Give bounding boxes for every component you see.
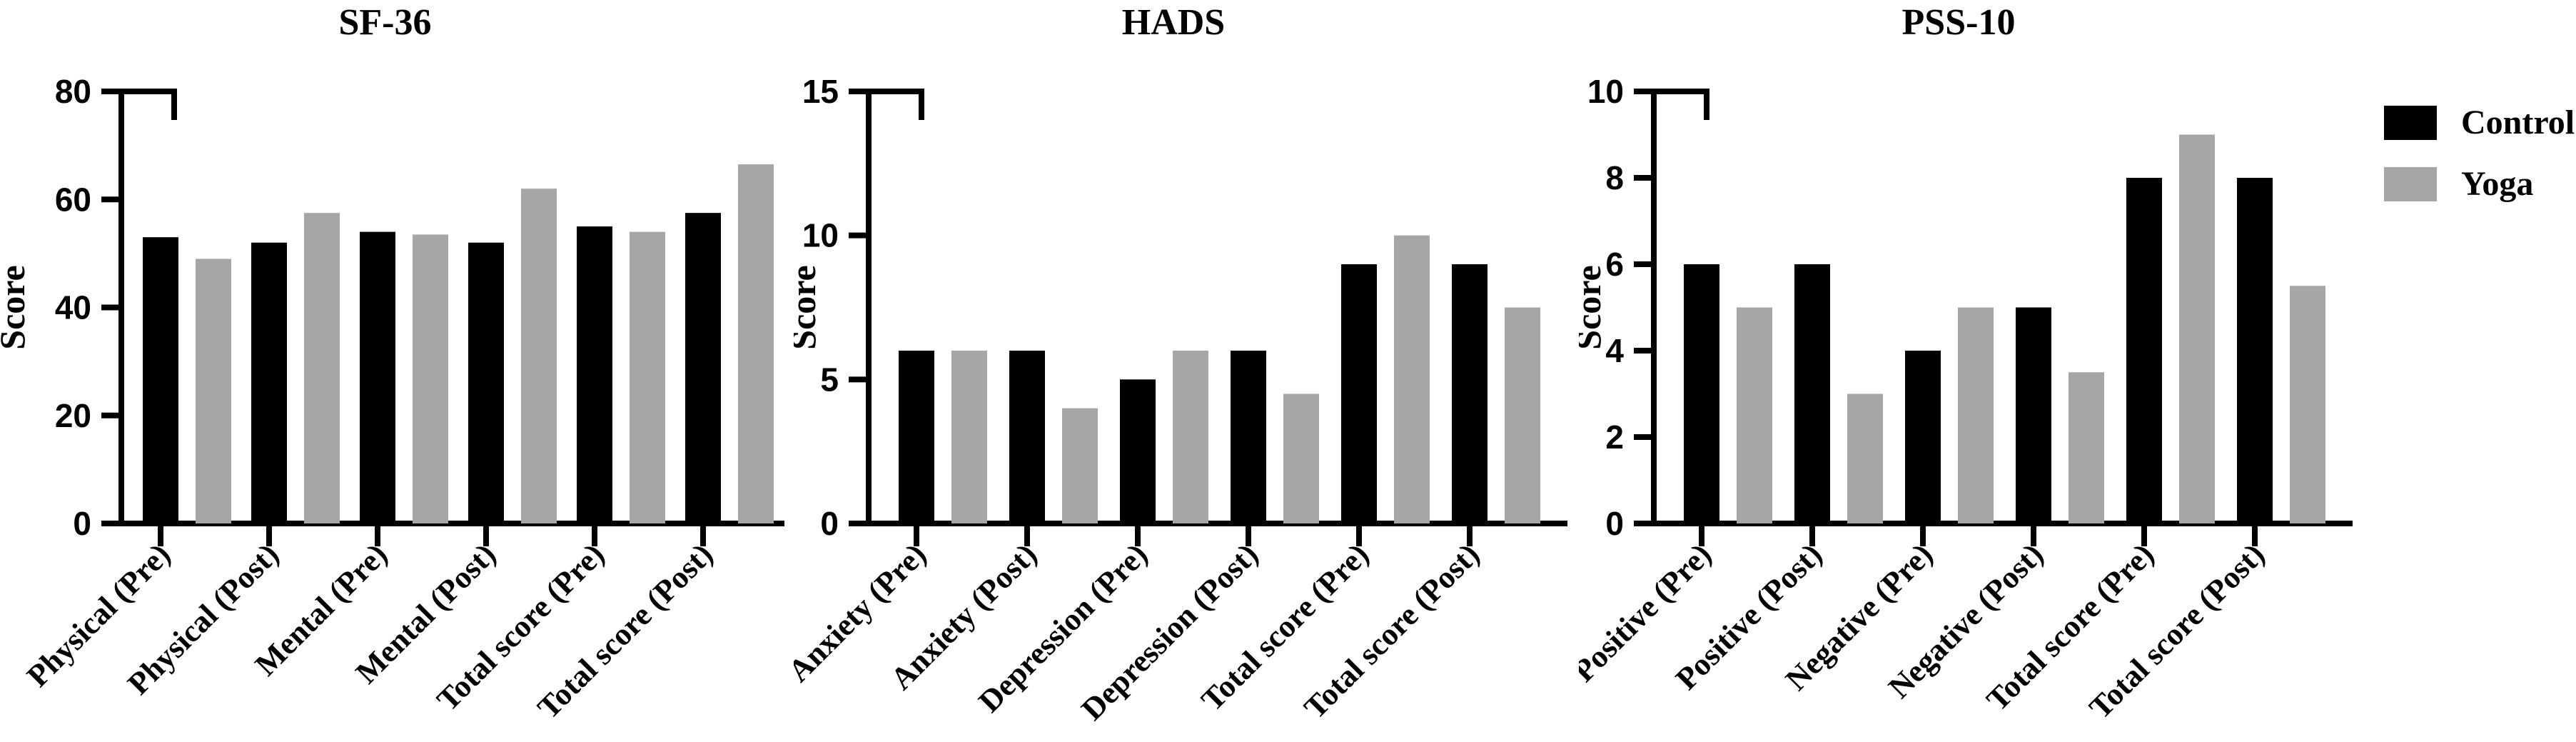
bar-control-2: [251, 242, 287, 523]
y-tick-label: 5: [820, 361, 839, 398]
bar-control-4: [1231, 351, 1266, 523]
legend-item-control: Control: [2384, 106, 2575, 140]
bar-yoga-1: [1737, 307, 1772, 523]
bar-yoga-2: [1062, 408, 1098, 523]
bar-control-3: [1120, 379, 1156, 523]
bar-yoga-2: [304, 213, 340, 523]
bar-yoga-6: [738, 164, 774, 523]
y-tick-label: 0: [1605, 505, 1624, 542]
y-axis-label: Score: [1579, 265, 1608, 349]
legend-item-yoga: Yoga: [2384, 167, 2575, 201]
legend-label-yoga: Yoga: [2461, 165, 2534, 203]
chart-title-sf36: SF-36: [338, 2, 432, 43]
y-tick-label: 20: [55, 397, 91, 434]
y-tick-label: 4: [1605, 332, 1624, 369]
y-tick-label: 10: [1587, 73, 1624, 110]
bar-control-5: [1341, 264, 1377, 523]
legend-label-control: Control: [2461, 104, 2575, 141]
chart-title-hads: HADS: [1121, 2, 1226, 43]
y-tick-label: 8: [1605, 159, 1624, 196]
bar-yoga-5: [2179, 134, 2215, 523]
y-tick-label: 0: [820, 505, 839, 542]
y-tick-label: 80: [55, 73, 91, 110]
bar-yoga-1: [196, 259, 231, 523]
bar-control-1: [899, 351, 934, 523]
bar-yoga-1: [951, 351, 987, 523]
bar-yoga-5: [630, 231, 665, 523]
y-tick-label: 10: [802, 217, 839, 254]
bar-control-4: [2016, 307, 2051, 523]
bar-control-3: [360, 231, 395, 523]
bar-control-4: [468, 242, 504, 523]
bar-yoga-2: [1847, 393, 1883, 523]
bar-yoga-4: [2069, 372, 2104, 523]
bar-control-1: [143, 237, 178, 523]
bar-yoga-3: [1958, 307, 1994, 523]
bar-yoga-4: [1283, 393, 1319, 523]
bar-control-1: [1684, 264, 1719, 523]
bar-control-6: [685, 213, 721, 523]
yoga-swatch: [2384, 167, 2437, 201]
bar-yoga-3: [1173, 351, 1208, 523]
bar-control-3: [1905, 351, 1941, 523]
chart-pss10: PSS-10 0 2 4 6 8 10 Score Positive (Pre) Positiv…: [1579, 0, 2428, 742]
bar-control-5: [577, 226, 612, 523]
bar-control-5: [2126, 178, 2162, 523]
y-axis-label: Score: [794, 265, 823, 349]
chart-title-pss10: PSS-10: [1901, 2, 2016, 43]
bar-control-2: [1009, 351, 1045, 523]
bar-control-2: [1794, 264, 1830, 523]
bar-control-6: [2237, 178, 2273, 523]
y-tick-label: 40: [55, 289, 91, 326]
bar-yoga-4: [521, 189, 557, 523]
chart-hads: HADS 0 5 10 15 Score Anxiety (Pre) Anxiety (Po…: [794, 0, 1593, 742]
y-tick-label: 6: [1605, 246, 1624, 283]
y-tick-label: 0: [73, 505, 91, 542]
y-tick-label: 15: [802, 73, 839, 110]
bar-yoga-6: [1505, 307, 1540, 523]
bar-yoga-5: [1394, 235, 1430, 523]
bar-control-6: [1452, 264, 1487, 523]
bar-yoga-3: [413, 234, 448, 523]
chart-sf36: SF-36 0 20 40 60 80 Score Physical (Pre) Physic…: [0, 0, 828, 742]
y-tick-label: 2: [1605, 418, 1624, 456]
y-axis-label: Score: [0, 265, 32, 349]
legend: Control Yoga: [2384, 106, 2575, 201]
y-tick-label: 60: [55, 181, 91, 218]
control-swatch: [2384, 106, 2437, 140]
bar-yoga-6: [2290, 286, 2325, 523]
